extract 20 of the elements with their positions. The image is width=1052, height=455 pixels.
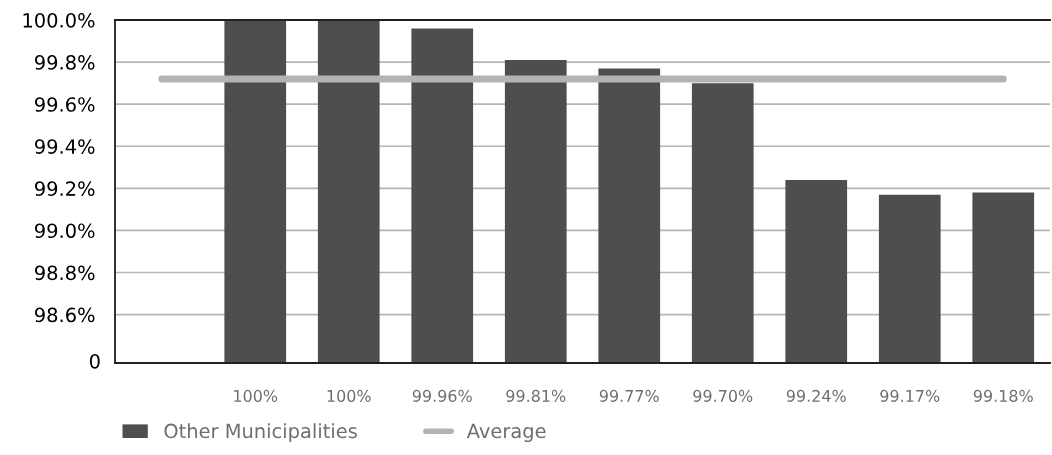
y-tick-label: 99.4% (35, 139, 95, 154)
y-tick-label: 99.6% (35, 97, 95, 112)
data-label: 99.18% (973, 389, 1033, 402)
y-tick-label: 99.0% (35, 223, 95, 239)
data-label: 99.96% (412, 389, 472, 402)
y-tick-label: 99.8% (35, 55, 95, 70)
data-label: 99.24% (786, 389, 846, 402)
text: 0 (89, 353, 100, 369)
y-tick-label: 99.2% (35, 181, 95, 197)
legend-label: Other Municipalities (164, 423, 357, 443)
y-tick-label: 100.0% (23, 12, 95, 28)
data-label: 99.81% (506, 389, 566, 402)
data-label: 99.70% (693, 389, 753, 402)
y-tick-label: 98.6% (35, 307, 95, 323)
data-label: 99.17% (880, 389, 940, 402)
y-tick-label: 98.8% (35, 265, 95, 281)
data-label: 100% (234, 389, 278, 402)
legend-label: Average (466, 423, 546, 443)
data-label: 99.77% (599, 389, 659, 402)
data-label: 100% (327, 389, 371, 402)
